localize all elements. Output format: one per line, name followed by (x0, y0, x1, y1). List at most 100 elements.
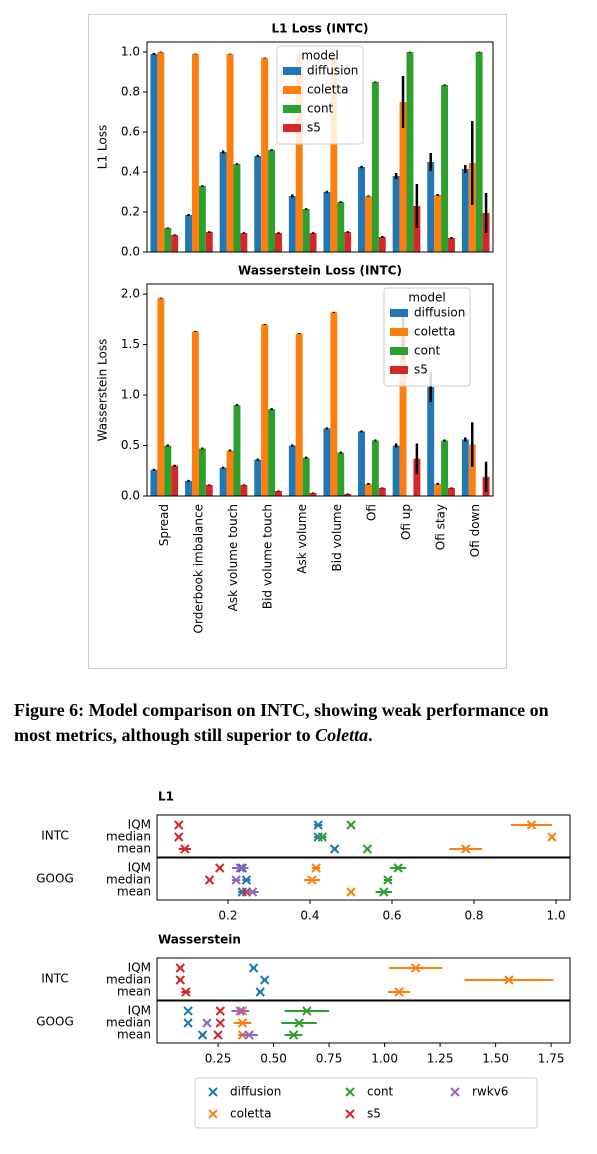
row-label: mean (117, 1028, 151, 1042)
marker (197, 1030, 208, 1040)
y-axis-label: Wasserstein Loss (96, 339, 110, 442)
legend-label: cont (367, 1085, 394, 1099)
section-title: Wasserstein (158, 933, 241, 947)
bar (254, 459, 262, 496)
marker (235, 1006, 245, 1016)
marker (259, 975, 270, 985)
bar (468, 444, 476, 496)
bar (392, 445, 400, 496)
legend-swatch (283, 124, 301, 132)
marker (311, 863, 321, 873)
bar (205, 484, 213, 496)
row-label: median (106, 973, 151, 987)
legend-swatch (283, 105, 301, 113)
x-tick-label: 1.75 (538, 1052, 565, 1066)
bar (171, 465, 179, 496)
legend-label: s5 (367, 1107, 381, 1121)
legend-label: s5 (414, 363, 428, 377)
marker (237, 1018, 248, 1028)
legend-box (194, 1077, 538, 1129)
row-label: median (106, 873, 151, 887)
marker (215, 863, 225, 873)
legend-label: diffusion (230, 1085, 281, 1099)
bar (358, 431, 365, 496)
figure-frame (88, 14, 507, 669)
marker (175, 963, 186, 973)
bar (448, 487, 455, 496)
bar (358, 167, 365, 252)
legend-marker (208, 1087, 218, 1097)
legend-label: cont (307, 102, 334, 116)
marker (213, 1030, 223, 1040)
bar (191, 54, 199, 252)
bar (226, 54, 234, 252)
bar (150, 54, 158, 252)
legend-marker (345, 1087, 355, 1097)
marker (231, 875, 241, 885)
bar (461, 169, 469, 252)
marker (313, 820, 323, 830)
marker (183, 1006, 193, 1016)
legend-label: rwkv6 (472, 1085, 508, 1099)
group-label: GOOG (36, 1015, 74, 1029)
bar (378, 237, 386, 252)
y-tick-label: 0.5 (121, 438, 140, 452)
bar (164, 445, 172, 496)
bar (468, 163, 476, 252)
bar (461, 439, 469, 496)
marker (181, 987, 191, 997)
marker (235, 863, 245, 873)
x-tick-label: Ofi up (399, 504, 413, 540)
legend-label: diffusion (307, 64, 358, 78)
marker (180, 844, 190, 854)
marker (547, 832, 557, 842)
caption: Figure 6: Model comparison on INTC, show… (14, 698, 586, 748)
legend-swatch (283, 67, 301, 75)
bar (288, 445, 296, 496)
legend-marker (208, 1109, 218, 1119)
bar (330, 56, 338, 252)
x-tick-label: 0.75 (316, 1052, 343, 1066)
legend-label: diffusion (414, 306, 465, 320)
group-label: INTC (41, 829, 69, 843)
y-tick-label: 2.0 (121, 287, 140, 301)
panel-frame (156, 814, 571, 858)
legend-label: coletta (307, 83, 348, 97)
bar (240, 484, 248, 496)
bar (295, 333, 303, 496)
x-tick-label: Spread (157, 504, 171, 546)
bar (233, 405, 241, 496)
row-label: IQM (128, 961, 151, 975)
legend-swatch (390, 366, 408, 374)
x-tick-label: 0.50 (260, 1052, 287, 1066)
marker (202, 1018, 212, 1028)
marker (174, 820, 184, 830)
marker (461, 844, 471, 854)
bar (275, 490, 282, 496)
x-tick-label: 0.25 (205, 1052, 232, 1066)
bar (441, 440, 449, 496)
x-tick-label: Ask volume touch (226, 504, 240, 611)
marker (362, 844, 373, 854)
y-tick-label: 0.0 (121, 245, 140, 259)
marker (393, 863, 403, 873)
bar (219, 467, 227, 496)
x-tick-label: 0.6 (382, 909, 401, 923)
marker (215, 1006, 225, 1016)
x-tick-label: 0.2 (218, 909, 237, 923)
bar (261, 324, 269, 496)
y-tick-label: 1.5 (121, 337, 140, 351)
x-tick-label: 1.0 (547, 909, 566, 923)
marker (248, 963, 259, 973)
bar (302, 457, 310, 496)
bar (392, 176, 400, 252)
legend-marker (450, 1087, 460, 1097)
panel-frame (156, 957, 571, 1001)
legend-title: model (408, 291, 445, 305)
axes-frame (146, 283, 494, 497)
bar (399, 102, 407, 252)
legend-swatch (390, 328, 408, 336)
legend-label: cont (414, 344, 441, 358)
marker (504, 975, 514, 985)
panel-frame (156, 1000, 571, 1044)
